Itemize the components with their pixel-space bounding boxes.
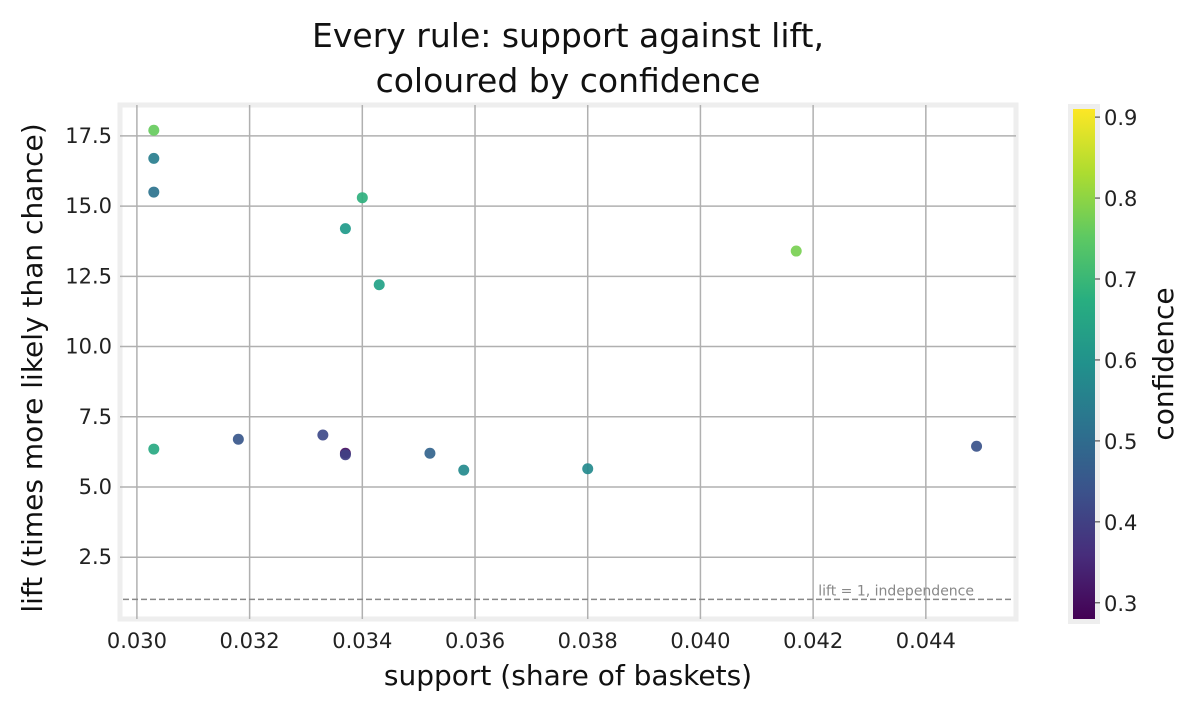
y-tick-label: 12.5 xyxy=(65,264,112,288)
colorbar-tick-label: 0.7 xyxy=(1104,268,1137,292)
colorbar-tick-label: 0.5 xyxy=(1104,430,1137,454)
colorbar-tick-label: 0.3 xyxy=(1104,592,1137,616)
x-tick-label: 0.044 xyxy=(896,629,956,653)
colorbar-tick-label: 0.4 xyxy=(1104,511,1137,535)
x-tick-label: 0.030 xyxy=(107,629,167,653)
x-tick-labels: 0.030 0.032 0.034 0.036 0.038 0.040 0.042 0.044 xyxy=(107,629,956,653)
colorbar-gradient xyxy=(1073,109,1095,619)
x-tick-label: 0.034 xyxy=(332,629,392,653)
x-tick-label: 0.040 xyxy=(670,629,730,653)
colorbar-label: confidence xyxy=(1147,287,1180,440)
x-tick-label: 0.036 xyxy=(445,629,505,653)
colorbar-tick-labels: 0.3 0.4 0.5 0.6 0.7 0.8 0.9 xyxy=(1095,106,1137,616)
x-tick-label: 0.042 xyxy=(783,629,843,653)
scatter-points xyxy=(148,124,983,476)
y-tick-label: 10.0 xyxy=(65,335,112,359)
scatter-point xyxy=(148,186,160,198)
scatter-point xyxy=(356,192,368,204)
scatter-point xyxy=(148,443,160,455)
scatter-point xyxy=(790,245,802,257)
chart-title-line-2: coloured by confidence xyxy=(376,61,761,100)
y-tick-label: 7.5 xyxy=(79,405,112,429)
colorbar-tick-label: 0.8 xyxy=(1104,187,1137,211)
scatter-point xyxy=(971,440,983,452)
chart-title-line-1: Every rule: support against lift, xyxy=(312,16,824,55)
y-tick-label: 5.0 xyxy=(79,475,112,499)
reference-line-group: lift = 1, independence xyxy=(123,583,1013,601)
scatter-point xyxy=(317,429,329,441)
scatter-point xyxy=(232,433,244,445)
scatter-point xyxy=(458,464,470,476)
scatter-point xyxy=(148,124,160,136)
plot-frame xyxy=(117,102,1019,622)
scatter-point xyxy=(339,223,351,235)
scatter-point xyxy=(582,463,594,475)
y-tick-label: 17.5 xyxy=(65,124,112,148)
scatter-point xyxy=(148,152,160,164)
grid xyxy=(120,105,1016,619)
reference-line-label: lift = 1, independence xyxy=(818,583,974,599)
scatter-point xyxy=(424,447,436,459)
colorbar-tick-label: 0.9 xyxy=(1104,106,1137,130)
x-tick-label: 0.032 xyxy=(220,629,280,653)
scatter-point xyxy=(373,279,385,291)
x-axis-label: support (share of baskets) xyxy=(384,659,752,692)
y-tick-labels: 2.5 5.0 7.5 10.0 12.5 15.0 17.5 xyxy=(65,124,112,569)
y-axis-label: lift (times more likely than chance) xyxy=(16,123,49,612)
scatter-point xyxy=(339,449,351,461)
x-tick-label: 0.038 xyxy=(558,629,618,653)
y-tick-label: 2.5 xyxy=(79,545,112,569)
y-tick-label: 15.0 xyxy=(65,194,112,218)
colorbar-tick-label: 0.6 xyxy=(1104,349,1137,373)
